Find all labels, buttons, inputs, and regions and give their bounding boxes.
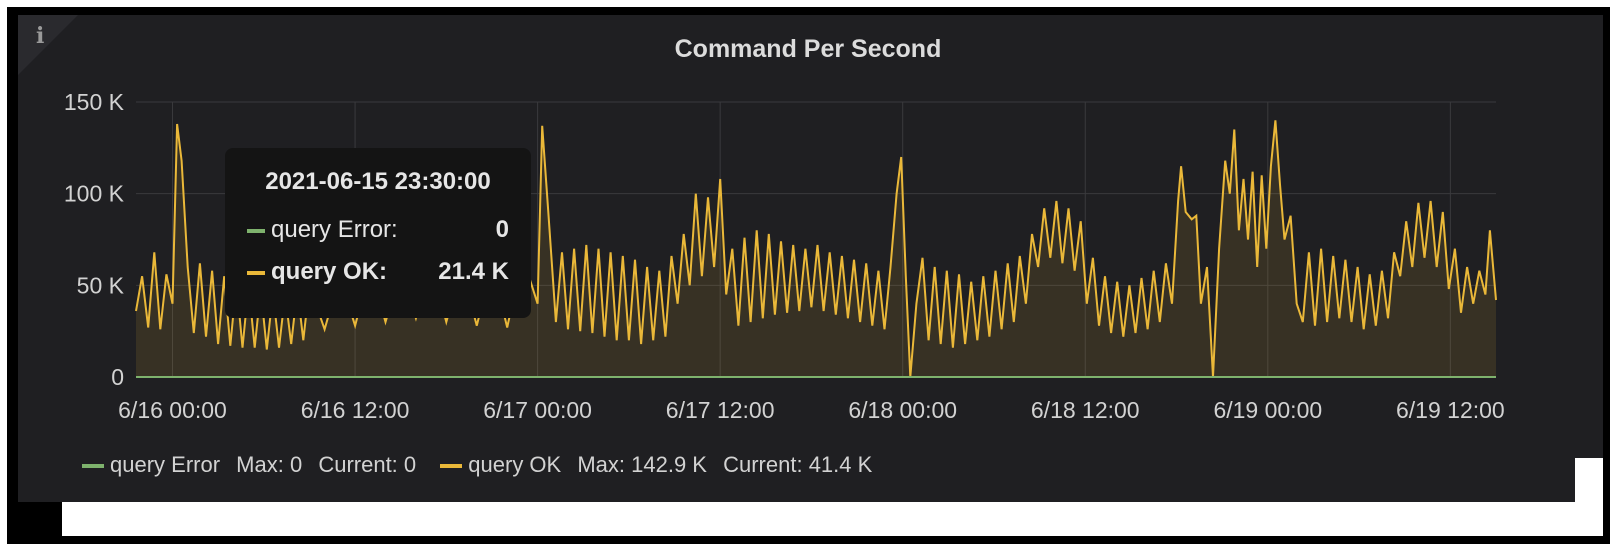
x-tick-label: 6/17 12:00 [666, 397, 775, 423]
legend-swatch-query-ok [440, 464, 463, 469]
legend-max: Max: 0 [236, 452, 303, 477]
legend: query Error Max: 0 Current: 0 query OK M… [82, 452, 890, 478]
y-axis-ticks: 0 50 K 100 K 150 K [64, 89, 125, 390]
y-tick-label: 100 K [64, 181, 125, 207]
y-tick-label: 150 K [64, 89, 125, 115]
legend-swatch-query-error [82, 464, 104, 469]
x-tick-label: 6/19 00:00 [1213, 397, 1322, 423]
white-margin-corner [1575, 458, 1603, 502]
tooltip-value: 21.4 K [438, 258, 509, 285]
tooltip-row-query-error: query Error: 0 [247, 216, 509, 244]
tooltip-row-query-ok: query OK: 21.4 K [247, 258, 509, 286]
x-tick-label: 6/16 12:00 [301, 397, 410, 423]
legend-item-query-error[interactable]: query Error Max: 0 Current: 0 [82, 452, 416, 478]
legend-current: Current: 41.4 K [723, 452, 873, 477]
tooltip-swatch-query-error [247, 228, 265, 233]
panel-info-corner[interactable] [18, 15, 78, 75]
series-area-query-ok [136, 120, 1496, 378]
legend-series-name: query OK [468, 452, 562, 477]
y-tick-label: 50 K [77, 272, 125, 298]
legend-series-name: query Error [110, 452, 221, 477]
x-axis-ticks: 6/16 00:00 6/16 12:00 6/17 00:00 6/17 12:00… [118, 397, 1505, 423]
x-tick-label: 6/18 12:00 [1031, 397, 1140, 423]
chart-title: Command Per Second [675, 35, 942, 63]
tooltip-label: query OK: [271, 258, 388, 285]
hover-tooltip: 2021-06-15 23:30:00 query Error: 0 query… [225, 148, 531, 318]
x-tick-label: 6/17 00:00 [483, 397, 592, 423]
legend-current: Current: 0 [318, 452, 417, 477]
legend-max: Max: 142.9 K [577, 452, 707, 477]
y-tick-label: 0 [111, 364, 124, 390]
x-tick-label: 6/18 00:00 [848, 397, 957, 423]
tooltip-value: 0 [495, 216, 509, 243]
info-icon[interactable]: i [36, 23, 45, 49]
x-tick-label: 6/16 00:00 [118, 397, 227, 423]
tooltip-time: 2021-06-15 23:30:00 [265, 168, 491, 195]
white-margin-bottom [62, 502, 1603, 536]
tooltip-swatch-query-ok [247, 270, 265, 275]
legend-item-query-ok[interactable]: query OK Max: 142.9 K Current: 41.4 K [440, 452, 872, 478]
x-tick-label: 6/19 12:00 [1396, 397, 1505, 423]
tooltip-label: query Error: [271, 216, 398, 243]
